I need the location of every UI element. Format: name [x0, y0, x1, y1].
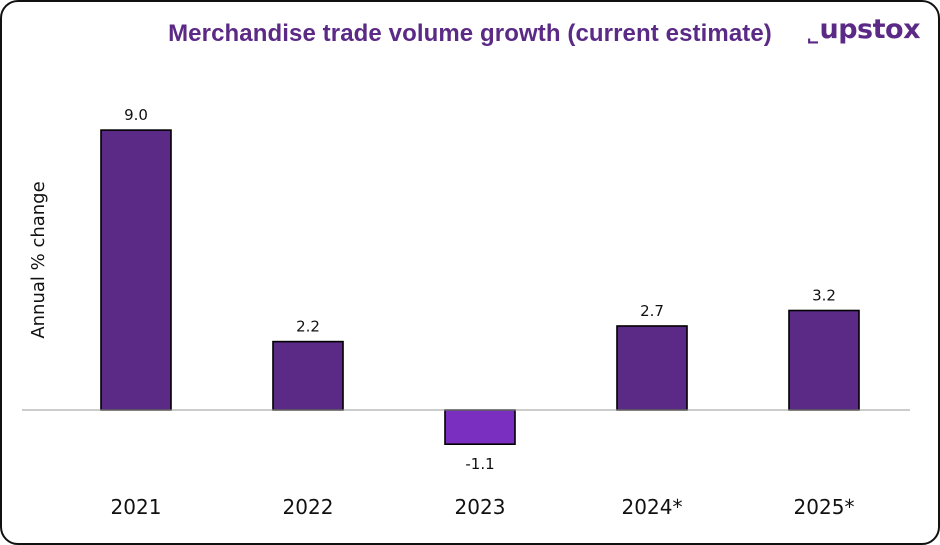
bar-2023: [444, 409, 516, 446]
data-label-2021: 9.0: [124, 106, 148, 124]
x-tick-label-2022: 2022: [283, 495, 334, 519]
bar-2025: [788, 309, 860, 411]
brand-logo: ˾upstox: [809, 14, 920, 45]
logo-text: upstox: [819, 14, 921, 45]
data-label-2025: 3.2: [812, 287, 836, 305]
x-tick-labels-group: 2021 2022 2023 2024* 2025*: [111, 495, 855, 519]
chart-title: Merchandise trade volume growth (current…: [168, 20, 772, 47]
bar-2021: [100, 129, 172, 411]
x-tick-label-2021: 2021: [111, 495, 162, 519]
data-label-2024: 2.7: [640, 302, 664, 320]
x-tick-label-2023: 2023: [455, 495, 506, 519]
x-tick-label-2024: 2024*: [622, 495, 683, 519]
y-axis-title: Annual % change: [28, 181, 49, 338]
x-tick-label-2025: 2025*: [794, 495, 855, 519]
bar-2022: [272, 340, 344, 411]
data-label-2023: -1.1: [465, 455, 494, 473]
bar-2024: [616, 325, 688, 411]
bars-group: [100, 129, 860, 446]
data-labels-group: 9.0 2.2 -1.1 2.7 3.2: [124, 106, 836, 473]
logo-swoosh-icon: ˾: [809, 14, 820, 45]
data-label-2022: 2.2: [296, 318, 320, 336]
